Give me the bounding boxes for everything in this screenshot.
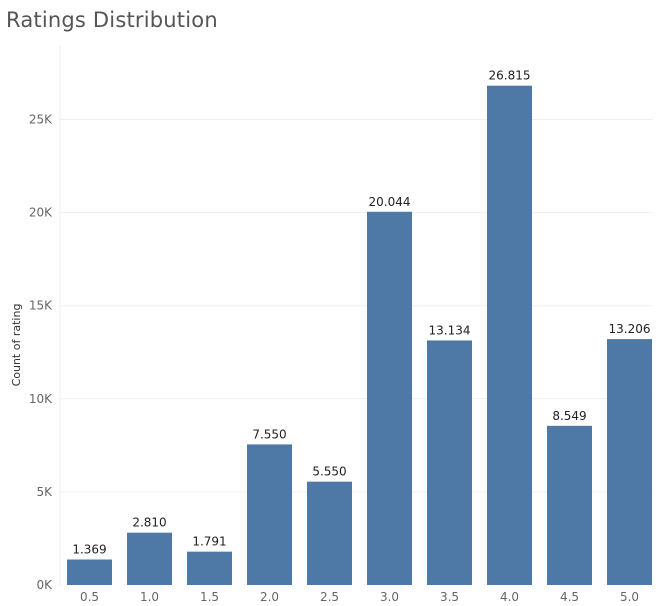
y-tick-label: 0K (36, 578, 53, 592)
data-label: 2.810 (132, 516, 166, 530)
bar (427, 340, 472, 585)
x-tick-label: 1.0 (140, 590, 159, 604)
data-label: 20.044 (369, 195, 411, 209)
x-tick-label: 3.0 (380, 590, 399, 604)
bar (247, 444, 292, 585)
x-tick-label: 2.5 (320, 590, 339, 604)
y-tick-label: 20K (29, 206, 53, 220)
chart-title: Ratings Distribution (6, 8, 218, 32)
bar (367, 211, 412, 585)
x-tick-label: 3.5 (440, 590, 459, 604)
data-label: 8.549 (552, 409, 586, 423)
data-label: 7.550 (252, 427, 286, 441)
bar (187, 551, 232, 585)
y-tick-label: 5K (36, 485, 53, 499)
x-tick-label: 4.5 (560, 590, 579, 604)
x-tick-label: 0.5 (80, 590, 99, 604)
bar (67, 559, 112, 585)
x-tick-label: 5.0 (620, 590, 639, 604)
data-label: 13.134 (429, 323, 471, 337)
data-label: 5.550 (312, 465, 346, 479)
bar (547, 425, 592, 585)
x-tick-label: 1.5 (200, 590, 219, 604)
x-tick-label: 2.0 (260, 590, 279, 604)
y-tick-label: 25K (29, 112, 53, 126)
y-tick-label: 15K (29, 299, 53, 313)
bar (307, 481, 352, 585)
data-label: 1.791 (192, 535, 226, 549)
data-label: 13.206 (609, 322, 651, 336)
bar (127, 532, 172, 585)
bar (487, 85, 532, 585)
y-tick-label: 10K (29, 392, 53, 406)
data-label: 1.369 (72, 543, 106, 557)
y-axis-title: Count of rating (10, 304, 23, 387)
data-label: 26.815 (489, 69, 531, 83)
x-tick-label: 4.0 (500, 590, 519, 604)
bar (607, 339, 652, 585)
